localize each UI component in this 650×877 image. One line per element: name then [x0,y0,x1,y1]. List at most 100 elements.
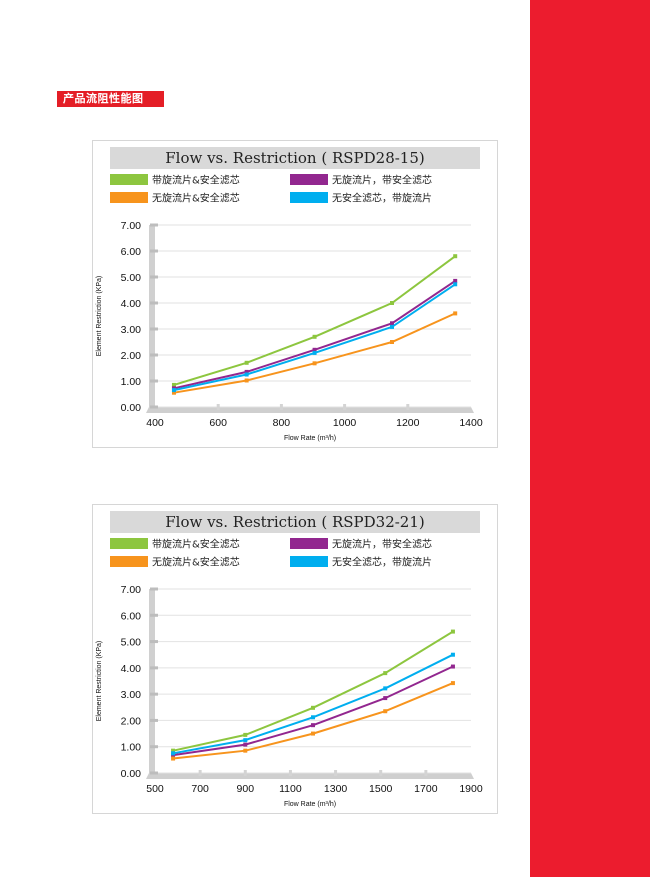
y-tick-label: 5.00 [121,272,142,284]
x-tick-label: 600 [209,417,227,429]
series-line [172,653,454,755]
section-title: 产品流阻性能图 [57,91,164,107]
y-tick-mark [150,249,158,253]
x-tick-label: 500 [146,783,164,795]
x-tick-label: 800 [273,417,291,429]
x-tick-label: 700 [191,783,209,795]
x-tick-label: 1700 [414,783,438,795]
chart-title: Flow vs. Restriction ( RSPD28-15) [165,149,425,167]
data-point [450,652,455,657]
x-tick-mark [216,404,220,410]
chart-svg: Flow vs. Restriction ( RSPD32-21) 带旋流片&安全… [96,511,483,808]
data-point [450,681,455,686]
chart-rspd32-21: Flow vs. Restriction ( RSPD32-21) 带旋流片&安全… [92,504,498,814]
y-tick-label: 2.00 [121,715,142,727]
x-tick-label: 1200 [396,417,420,429]
x-tick-label: 1100 [279,783,302,795]
x-tick-label: 400 [146,417,164,429]
x-tick-mark [406,404,410,410]
data-point [243,748,248,753]
x-tick-label: 900 [237,783,255,795]
legend-label: 无安全滤芯，带旋流片 [332,556,432,569]
y-tick-mark [150,301,158,305]
legend-label: 无旋流片&安全滤芯 [152,192,240,205]
legend-swatch [290,174,328,185]
data-point [390,301,394,305]
data-point [312,334,317,339]
data-point [383,671,388,676]
x-tick-label: 1300 [324,783,348,795]
y-tick-label: 3.00 [121,324,142,336]
x-tick-label: 1900 [459,783,483,795]
data-point [312,347,317,352]
legend-swatch [290,556,328,567]
x-tick-mark [243,770,247,776]
y-tick-label: 2.00 [121,350,142,362]
data-point [453,254,458,259]
chart-title: Flow vs. Restriction ( RSPD32-21) [165,513,425,531]
data-point [311,731,315,736]
legend-swatch [290,192,328,203]
y-tick-label: 4.00 [121,298,142,310]
y-tick-mark [150,745,158,749]
y-tick-mark [150,666,158,670]
y-tick-label: 6.00 [121,610,142,622]
legend-label: 带旋流片&安全滤芯 [152,538,240,551]
red-side-bar [530,0,650,877]
y-tick-label: 7.00 [121,220,142,232]
data-point [244,369,249,374]
y-tick-mark [150,405,158,409]
y-axis-label: Element Restriction (KPa) [96,641,103,722]
legend-label: 无旋流片&安全滤芯 [152,556,240,569]
y-tick-mark [150,379,158,383]
data-point [171,751,176,756]
x-tick-label: 1500 [369,783,393,795]
y-tick-mark [150,692,158,696]
data-point [383,709,388,714]
data-point [312,361,317,366]
data-point [171,756,176,761]
data-point [390,321,394,326]
x-tick-label: 1400 [459,417,483,429]
legend-swatch [110,192,148,203]
y-tick-label: 1.00 [121,376,142,388]
data-point [171,390,176,395]
legend-label: 无旋流片，带安全滤芯 [332,538,432,551]
chart-rspd28-15: Flow vs. Restriction ( RSPD28-15) 带旋流片&安全… [92,140,498,448]
x-tick-mark [279,404,283,410]
data-point [450,629,455,634]
legend-label: 无安全滤芯，带旋流片 [332,192,432,205]
data-point [450,664,455,669]
data-point [311,705,315,710]
y-tick-label: 7.00 [121,584,142,596]
data-point [383,696,388,701]
data-point [244,360,249,365]
legend-swatch [110,538,148,549]
y-tick-label: 6.00 [121,246,142,258]
x-tick-mark [343,404,347,410]
axis-floor [146,407,474,413]
y-tick-label: 1.00 [121,742,142,754]
data-point [383,686,388,691]
x-axis-label: Flow Rate (m³/h) [284,435,336,442]
y-tick-label: 5.00 [121,637,142,649]
data-point [390,340,394,344]
legend-label: 无旋流片，带安全滤芯 [332,174,432,187]
x-tick-mark [198,770,202,776]
legend-label: 带旋流片&安全滤芯 [152,174,240,187]
data-point [311,723,315,728]
data-point [453,282,458,287]
y-tick-label: 0.00 [121,768,142,780]
y-tick-mark [150,613,158,617]
x-tick-mark [424,770,428,776]
legend-swatch [110,556,148,567]
chart-svg: Flow vs. Restriction ( RSPD28-15) 带旋流片&安全… [96,147,483,442]
title-bar [110,147,480,169]
y-tick-mark [150,587,158,591]
data-point [453,311,458,316]
x-tick-mark [288,770,292,776]
data-point [390,324,394,329]
axis-floor [146,773,474,779]
y-tick-mark [150,718,158,722]
y-tick-label: 0.00 [121,402,142,414]
